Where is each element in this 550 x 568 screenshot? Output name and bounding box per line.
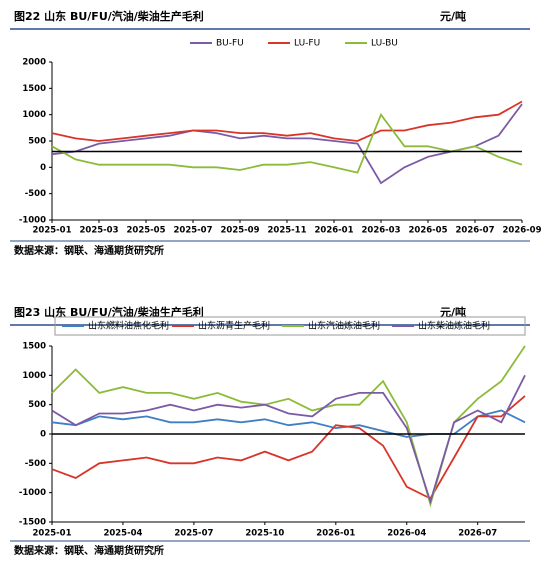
x-tick-label: 2026-05 [408,226,447,236]
x-tick-label: 2025-01 [32,226,71,236]
source: 数据来源：钢联、海通期货研究所 [14,244,164,257]
series-line [51,395,526,500]
y-tick-label: 2000 [22,58,46,68]
y-tick-label: -1000 [19,216,46,226]
legend-label: 山东柴油炼油毛利 [418,320,490,332]
chart-title: 图22 山东 BU/FU/汽油/柴油生产毛利 [14,9,204,23]
y-tick-label: 500 [28,137,46,147]
x-tick-label: 2025-09 [220,226,259,236]
legend-label: LU-FU [294,39,320,49]
chart-title: 图23 山东 BU/FU/汽油/柴油生产毛利 [14,305,204,319]
y-tick-label: 1000 [22,110,46,120]
series-line [51,103,523,185]
unit: 元/吨 [440,305,466,319]
x-tick-label: 2026-01 [314,226,353,236]
x-tick-label: 2026-03 [361,226,400,236]
y-tick-label: -1000 [19,488,46,498]
x-tick-label: 2026-04 [387,529,426,539]
x-tick-label: 2025-10 [245,529,284,539]
x-tick-label: 2025-03 [79,226,118,236]
y-tick-label: 1500 [22,342,46,352]
legend-box [54,316,526,336]
series-line [51,100,523,142]
y-tick-label: 1000 [22,371,46,381]
x-tick-label: 2026-07 [458,529,497,539]
y-tick-label: 0 [40,163,46,173]
x-tick-label: 2025-11 [267,226,306,236]
x-tick-label: 2026-09 [502,226,541,236]
y-tick-label: 500 [28,400,46,410]
title-bar [10,302,530,324]
x-tick-label: 2025-07 [174,529,213,539]
legend-label: 山东汽油炼油毛利 [308,320,380,332]
y-tick-label: 0 [40,430,46,440]
legend-label: 山东燃料油焦化毛利 [88,320,169,332]
y-tick-label: 1500 [22,84,46,94]
y-tick-label: -500 [25,189,46,199]
legend-label: LU-BU [371,39,398,49]
x-tick-label: 2025-01 [32,529,71,539]
unit: 元/吨 [440,9,466,23]
y-tick-label: -500 [25,459,46,469]
x-tick-label: 2025-04 [103,529,142,539]
y-tick-label: -1500 [19,518,46,528]
title-bar [10,6,530,28]
source: 数据来源：钢联、海通期货研究所 [14,544,164,557]
series-line [51,112,523,174]
x-tick-label: 2026-01 [316,529,355,539]
x-tick-label: 2025-05 [126,226,165,236]
series-line [51,374,526,505]
x-tick-label: 2025-07 [173,226,212,236]
x-tick-label: 2026-07 [455,226,494,236]
legend-label: 山东沥青生产毛利 [198,320,270,332]
legend-label: BU-FU [216,39,244,49]
